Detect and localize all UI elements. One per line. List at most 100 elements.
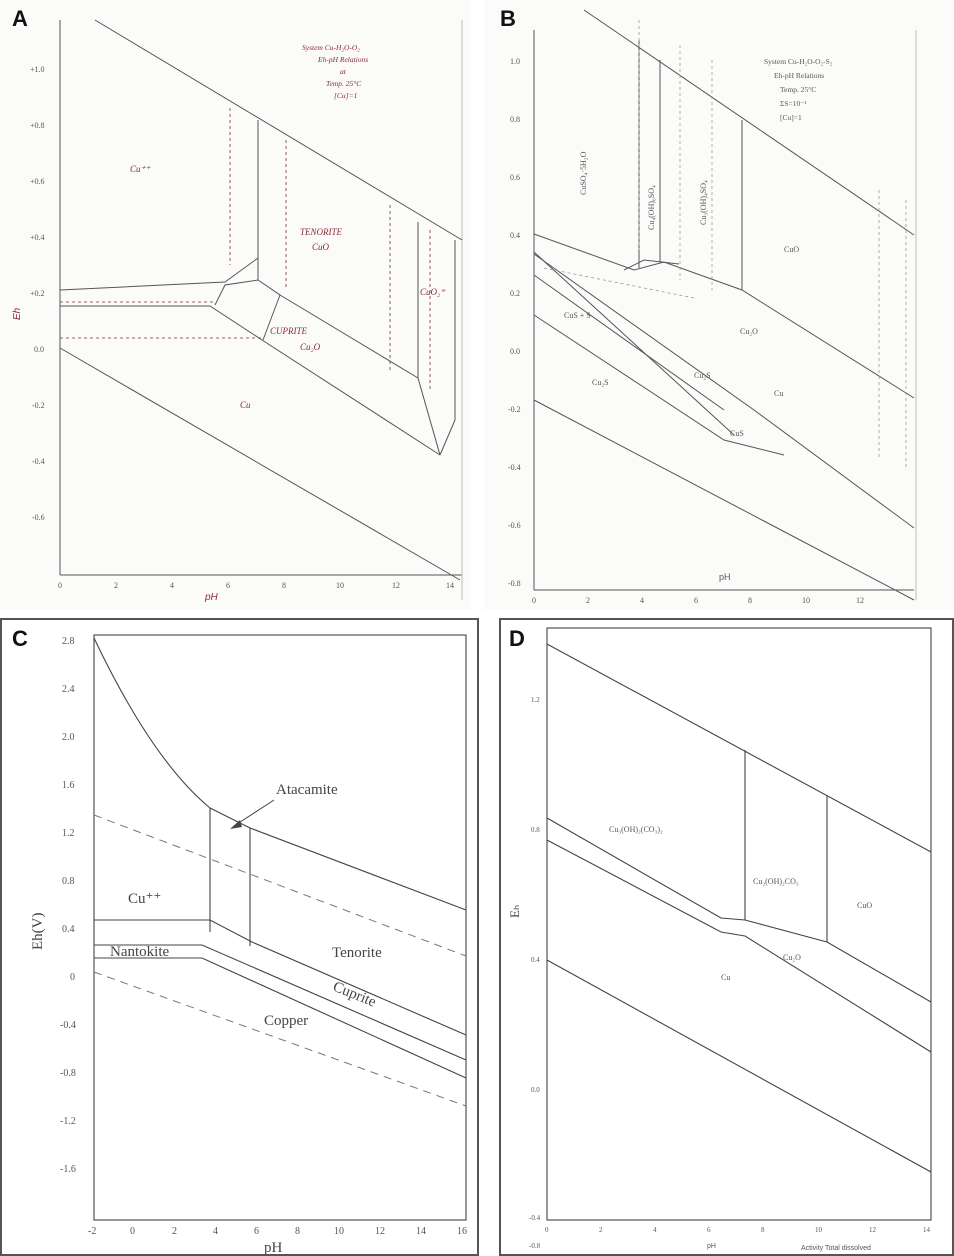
panel-b-diagram: 1.0 0.8 0.6 0.4 0.2 0.0 -0.2 -0.4 -0.6 -…: [508, 9, 917, 605]
panel-a-letter: A: [12, 6, 28, 31]
panel-b-ytick: -0.2: [508, 405, 521, 414]
panel-d: 1.2 0.8 0.4 0.0 -0.4 -0.8 0 2 4 6 8 10 1…: [499, 618, 954, 1256]
panel-b-title-line: ΣS=10⁻¹: [780, 99, 806, 108]
panel-b-xtick: 4: [640, 596, 644, 605]
panel-a-xtick: 12: [392, 581, 400, 590]
panel-a-ytick: +0.8: [30, 121, 45, 130]
panel-c-xtick: 12: [375, 1226, 385, 1237]
panel-a-title-line: at: [340, 67, 347, 76]
panel-b-ytick: 0.0: [510, 347, 520, 356]
panel-b-label-cu2s-left: Cu₂S: [592, 378, 609, 387]
panel-d-h2-line: [546, 959, 932, 1173]
panel-c-o2-curve: [93, 637, 211, 809]
panel-d-xtick: 12: [869, 1226, 877, 1234]
panel-a-label-cupric: Cu⁺⁺: [130, 164, 151, 174]
panel-b: 1.0 0.8 0.6 0.4 0.2 0.0 -0.2 -0.4 -0.6 -…: [484, 0, 954, 610]
panel-a-diagram: +1.0 +0.8 +0.6 +0.4 +0.2 0.0 -0.2 -0.4 -…: [12, 19, 463, 603]
panel-c-ytick: 2.8: [62, 636, 75, 647]
panel-a-h2-line: [59, 347, 461, 581]
panel-b-title-line: [Cu]=1: [780, 113, 802, 122]
panel-c-ytick: 0: [70, 972, 75, 983]
panel-d-ytick: 0.0: [531, 1086, 540, 1094]
panel-a-label-cuprite: CUPRITE: [270, 326, 308, 336]
panel-c-label-cuprite: Cuprite: [331, 979, 379, 1011]
panel-c-label-atacamite: Atacamite: [276, 782, 338, 798]
panel-a-label-tenorite: TENORITE: [300, 227, 343, 237]
panel-b-label-cu2s-mid: Cu₂S: [694, 371, 711, 380]
panel-b-o2-line: [583, 9, 915, 236]
panel-c-xlabel: pH: [264, 1240, 283, 1254]
panel-d-xlabel: pH: [707, 1243, 716, 1250]
panel-d-xtick: 14: [923, 1226, 931, 1234]
panel-c-xtick: 6: [254, 1226, 259, 1237]
panel-d-xtick: 8: [761, 1226, 765, 1234]
panel-b-xtick: 2: [586, 596, 590, 605]
panel-c-ytick: -1.2: [60, 1116, 76, 1127]
panel-a-ylabel: Eh: [12, 307, 23, 320]
panel-a-cuprite-copper-boundary: [60, 305, 441, 456]
panel-d-o2-line: [546, 643, 932, 853]
panel-a-title-line: [Cu]=1: [334, 91, 357, 100]
panel-a-ytick: -0.2: [32, 401, 45, 410]
panel-b-ytick: 0.4: [510, 231, 520, 240]
panel-b-ytick: -0.8: [508, 579, 521, 588]
panel-a-xtick: 0: [58, 581, 62, 590]
panel-c-xtick: 8: [295, 1226, 300, 1237]
panel-d-xtick: 2: [599, 1226, 603, 1234]
panel-a-xtick: 10: [336, 581, 344, 590]
panel-c-xtick: -2: [88, 1226, 96, 1237]
panel-a-ytick: 0.0: [34, 345, 44, 354]
panel-b-label-brochantite-b: Cu₃(OH)₄SO₄: [699, 180, 708, 225]
panel-d-ytick: 0.8: [531, 826, 540, 834]
panel-c-xtick: 16: [457, 1226, 467, 1237]
panel-a-ytick: +1.0: [30, 65, 45, 74]
panel-b-ytick: -0.4: [508, 463, 521, 472]
panel-b-ytick: 1.0: [510, 57, 520, 66]
panel-c-xtick: 10: [334, 1226, 344, 1237]
panel-c-ytick: 1.2: [62, 828, 75, 839]
panel-b-yticks: 1.0 0.8 0.6 0.4 0.2 0.0 -0.2 -0.4 -0.6 -…: [508, 57, 521, 588]
panel-b-title-line: System Cu-H₂O-O₂-S₂: [764, 57, 833, 66]
panel-b-letter: B: [500, 6, 516, 31]
panel-c-letter: C: [12, 626, 28, 651]
panel-d-plot-frame: [546, 627, 932, 1221]
panel-b-xtick: 8: [748, 596, 752, 605]
panel-a-xtick: 6: [226, 581, 230, 590]
panel-c-xtick: 2: [172, 1226, 177, 1237]
panel-b-label-cu2o: Cu₂O: [740, 327, 758, 336]
panel-c-xtick: 4: [213, 1226, 218, 1237]
panel-a-yticks: +1.0 +0.8 +0.6 +0.4 +0.2 0.0 -0.2 -0.4 -…: [30, 65, 45, 522]
panel-b-xticks: 0 2 4 6 8 10 12: [532, 596, 864, 605]
panel-d-label-azurite: Cu₃(OH)₂(CO₃)₂: [609, 825, 663, 834]
panel-c-label-nantokite: Nantokite: [110, 944, 169, 960]
panel-a-ytick: +0.6: [30, 177, 45, 186]
panel-d-xtick: 4: [653, 1226, 657, 1234]
panel-c-diagram: 2.8 2.4 2.0 1.6 1.2 0.8 0.4 0 -0.4 -0.8 …: [30, 634, 467, 1254]
panel-a-label-cuo2: CuO₂⁼: [420, 287, 446, 297]
panel-a-xticks: 0 2 4 6 8 10 12 14: [58, 581, 454, 590]
panel-d-xtick: 10: [815, 1226, 823, 1234]
panel-b-label-cus-small: CuS: [730, 429, 744, 438]
panel-d-ylabel: Eₕ: [507, 905, 522, 918]
panel-c-ytick: 2.0: [62, 732, 75, 743]
panel-b-xtick: 0: [532, 596, 536, 605]
panel-d-ytick: 0.4: [531, 956, 540, 964]
panel-a-title: System Cu-H₂O-O₂ Eh-pH Relations at Temp…: [302, 43, 368, 100]
panel-a-ytick: +0.4: [30, 233, 45, 242]
panel-b-label-cu: Cu: [774, 389, 783, 398]
panel-b-ytick: 0.6: [510, 173, 520, 182]
panel-c: 2.8 2.4 2.0 1.6 1.2 0.8 0.4 0 -0.4 -0.8 …: [0, 618, 479, 1256]
panel-d-footnote: Activity Total dissolved: [801, 1245, 871, 1252]
panel-d-xtick: 0: [545, 1226, 549, 1234]
panel-c-label-tenorite: Tenorite: [332, 945, 382, 961]
panel-c-plot-frame: [93, 634, 467, 1221]
panel-b-xlabel: pH: [719, 572, 731, 582]
panel-a-label-copper: Cu: [240, 400, 251, 410]
panel-d-ytick: -0.8: [529, 1242, 541, 1250]
panel-a-xlabel: pH: [204, 592, 219, 603]
panel-a-label-tenorite-formula: CuO: [312, 242, 330, 252]
panel-b-label-brochantite-a: Cu₄(OH)₆SO₄: [647, 185, 656, 230]
panel-c-ytick: 0.8: [62, 876, 75, 887]
panel-d-ytick: -0.4: [529, 1214, 541, 1222]
panel-d-label-cu: Cu: [721, 973, 730, 982]
